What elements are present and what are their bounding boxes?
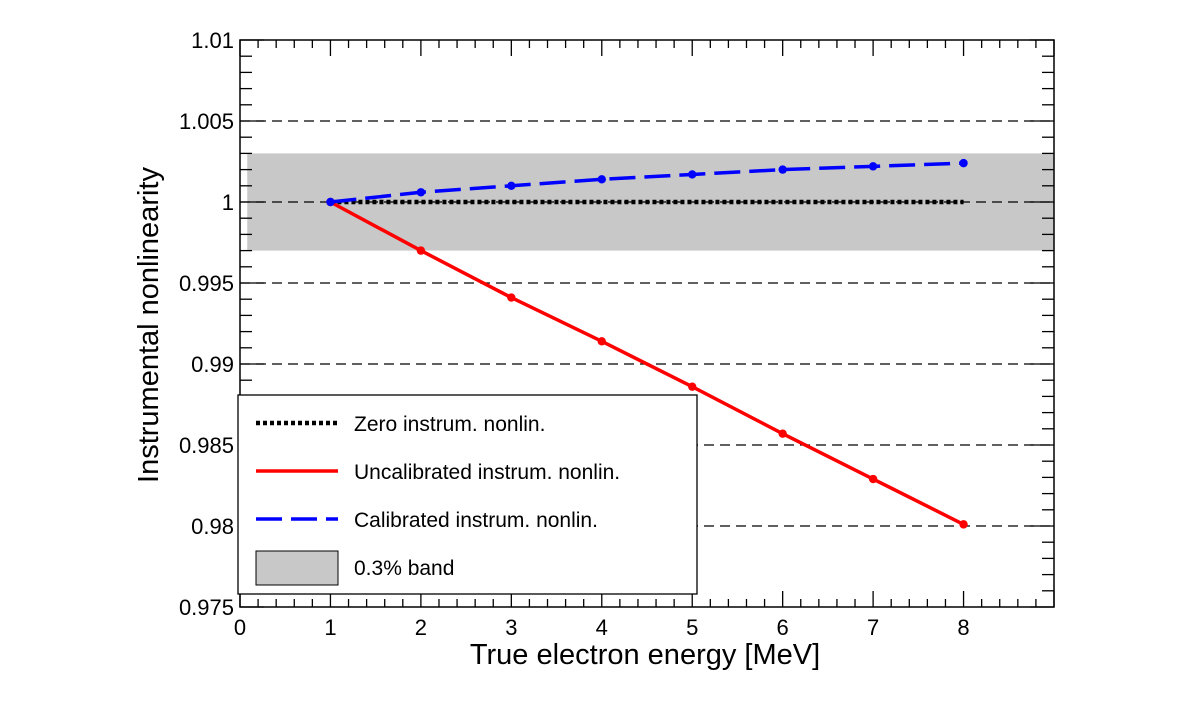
series-1-point-7 [959, 520, 968, 529]
y-tick-label-4: 0.995 [179, 271, 234, 296]
series-2-point-2 [507, 181, 516, 190]
series-line-2 [330, 161, 964, 204]
y-tick-label-7: 1.01 [191, 28, 234, 53]
y-tick-label-5: 1 [222, 190, 234, 215]
y-tick-label-3: 0.99 [191, 352, 234, 377]
series-2-point-3 [597, 175, 606, 184]
legend-swatch-3 [255, 550, 339, 586]
series-2-point-5 [778, 165, 787, 174]
legend-label-3: 0.3% band [354, 557, 454, 580]
series-1-point-5 [778, 429, 787, 438]
y-tick-label-1: 0.98 [191, 514, 234, 539]
series-1-point-6 [868, 474, 878, 484]
x-tick-label-4: 4 [596, 615, 608, 640]
series-line-1 [329, 200, 965, 526]
legend-label-2: Calibrated instrum. nonlin. [354, 509, 598, 532]
x-tick-label-1: 1 [324, 615, 336, 640]
legend-label-0: Zero instrum. nonlin. [354, 413, 545, 436]
series-1-point-4 [688, 382, 697, 391]
x-tick-label-8: 8 [957, 615, 969, 640]
y-axis-title: Instrumental nonlinearity [133, 167, 165, 483]
y-tick-label-0: 0.975 [179, 595, 234, 620]
x-tick-label-6: 6 [777, 615, 789, 640]
series-2-point-7 [959, 158, 968, 168]
y-tick-label-6: 1.005 [179, 109, 234, 134]
series-2-point-6 [868, 162, 878, 171]
y-tick-label-2: 0.985 [179, 433, 234, 458]
series-2-point-1 [416, 188, 426, 197]
series-1-point-2 [507, 293, 516, 302]
x-tick-label-7: 7 [867, 615, 879, 640]
series-1-point-3 [597, 337, 606, 346]
legend: Zero instrum. nonlin. Uncalibrated instru… [237, 394, 698, 595]
x-tick-label-3: 3 [505, 615, 517, 640]
series-1-point-1 [416, 246, 426, 255]
series-layer [326, 158, 968, 529]
x-tick-label-0: 0 [234, 615, 246, 640]
legend-label-1: Uncalibrated instrum. nonlin. [354, 461, 620, 484]
x-axis-title: True electron energy [MeV] [470, 639, 820, 671]
plot-frame [239, 39, 1055, 608]
x-tick-label-5: 5 [686, 615, 698, 640]
series-2-point-4 [688, 170, 697, 179]
axes-layer: 0 1 2 3 4 5 6 7 8 0.975 0.98 0.985 0.99 0.995 1 1.005 1.… [179, 28, 1055, 640]
series-2-point-0 [326, 197, 335, 207]
x-tick-label-2: 2 [415, 615, 427, 640]
legend-box [237, 394, 698, 595]
